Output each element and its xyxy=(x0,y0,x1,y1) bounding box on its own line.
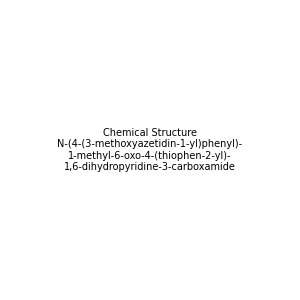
Text: Chemical Structure
N-(4-(3-methoxyazetidin-1-yl)phenyl)-
1-methyl-6-oxo-4-(thiop: Chemical Structure N-(4-(3-methoxyazetid… xyxy=(57,128,243,172)
